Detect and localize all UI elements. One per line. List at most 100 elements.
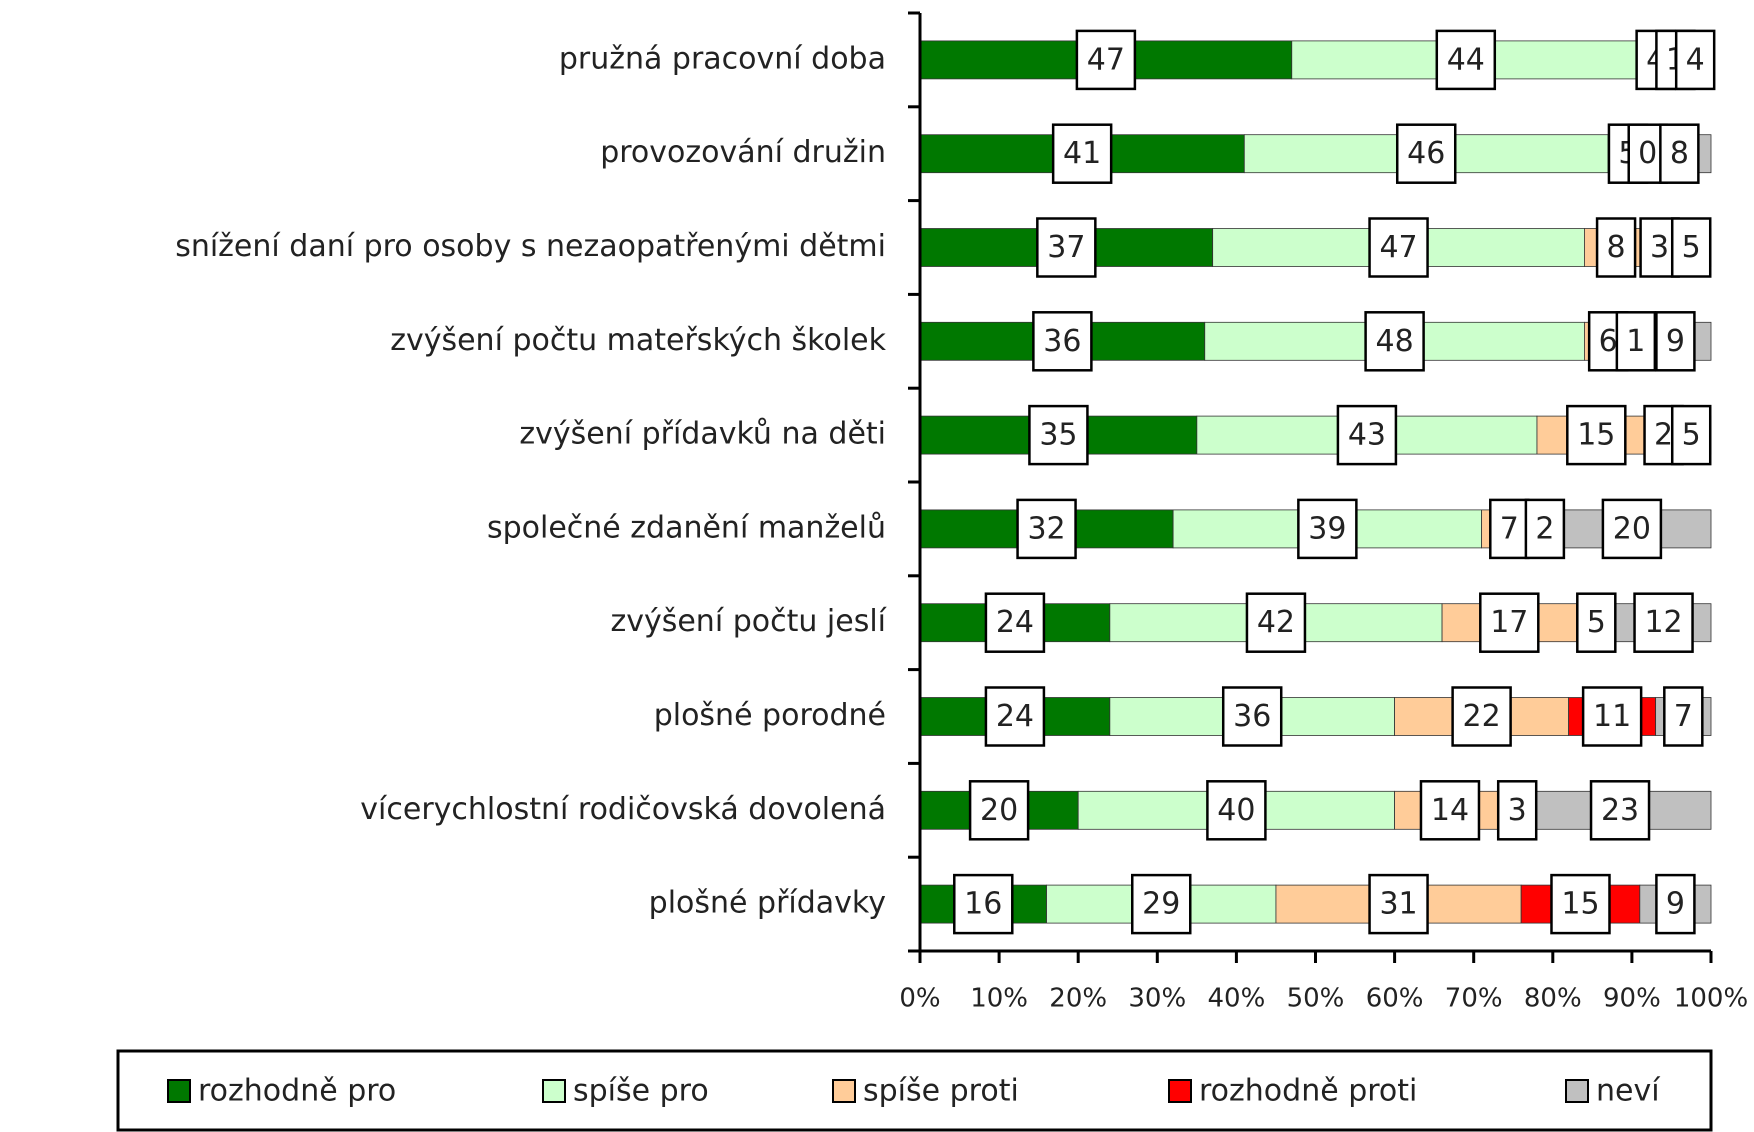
legend-box: [116, 1049, 1713, 1132]
value-label: 9: [1666, 324, 1685, 359]
value-label: 48: [1376, 324, 1414, 359]
category-label: snížení daní pro osoby s nezaopatřenými …: [175, 229, 886, 264]
x-tick-label: 20%: [1049, 984, 1107, 1014]
value-label: 8: [1607, 230, 1626, 265]
x-tick-label: 0%: [899, 984, 940, 1014]
value-label-box: [1581, 686, 1643, 747]
value-label-box: [1016, 498, 1077, 560]
value-label: 9: [1666, 887, 1685, 922]
value-label-box: [1670, 404, 1712, 466]
value-label-box: [1028, 404, 1089, 466]
value-label: 47: [1087, 42, 1125, 77]
value-label: 2: [1535, 511, 1554, 546]
value-label: 42: [1257, 605, 1295, 640]
value-label-box: [984, 592, 1046, 653]
value-label-box: [1633, 592, 1694, 653]
legend-swatch: [832, 1079, 856, 1103]
value-label-box: [984, 686, 1046, 747]
category-label: zvýšení počtu mateřských školek: [390, 323, 886, 358]
value-label-box: [953, 873, 1014, 935]
value-label: 14: [1431, 793, 1469, 828]
value-label-box: [1245, 592, 1307, 653]
legend-label: rozhodně proti: [1199, 1074, 1417, 1109]
value-label: 16: [964, 887, 1002, 922]
legend-swatch: [1565, 1079, 1589, 1103]
value-label-box: [1655, 311, 1696, 372]
value-label: 35: [1039, 418, 1077, 453]
value-label: 36: [1043, 324, 1081, 359]
value-label-box: [1419, 780, 1481, 841]
category-label: zvýšení počtu jeslí: [610, 604, 887, 639]
value-label-box: [1655, 873, 1696, 935]
value-label: 47: [1379, 230, 1417, 265]
value-label: 17: [1490, 605, 1528, 640]
value-label-box: [1663, 686, 1704, 747]
legend-swatch: [1168, 1079, 1192, 1103]
value-label: 11: [1593, 699, 1631, 734]
value-label-box: [1674, 29, 1716, 91]
value-label: 1: [1626, 324, 1645, 359]
value-label-box: [1364, 311, 1425, 372]
value-label-box: [1206, 780, 1267, 841]
category-label: vícerychlostní rodičovská dovolená: [360, 792, 886, 827]
value-label: 5: [1682, 418, 1701, 453]
value-label: 3: [1508, 793, 1527, 828]
value-label-box: [1395, 123, 1457, 184]
value-label-box: [1368, 873, 1429, 935]
legend-swatch: [167, 1079, 191, 1103]
x-tick-label: 90%: [1603, 984, 1661, 1014]
value-label: 5: [1682, 230, 1701, 265]
category-label: plošné porodné: [654, 698, 886, 733]
value-label: 36: [1233, 699, 1271, 734]
value-label-box: [1576, 592, 1617, 653]
value-label-box: [1221, 686, 1283, 747]
value-label: 6: [1599, 324, 1618, 359]
value-label: 0: [1638, 136, 1657, 171]
value-label: 22: [1463, 699, 1501, 734]
value-label-box: [1297, 498, 1358, 560]
value-label-box: [1659, 123, 1700, 184]
category-label: provozování družin: [600, 135, 886, 170]
value-label: 5: [1587, 605, 1606, 640]
value-label: 3: [1650, 230, 1669, 265]
category-label: společné zdanění manželů: [487, 510, 886, 545]
value-label: 37: [1047, 230, 1085, 265]
value-label: 15: [1577, 418, 1615, 453]
value-label: 32: [1027, 511, 1065, 546]
x-tick-label: 100%: [1674, 984, 1748, 1014]
category-label: plošné přídavky: [649, 886, 886, 921]
x-tick-label: 80%: [1524, 984, 1582, 1014]
value-label-box: [1589, 780, 1651, 841]
legend-label: neví: [1596, 1074, 1661, 1109]
value-label-box: [1075, 29, 1137, 91]
value-label-box: [1451, 686, 1512, 747]
legend-label: spíše proti: [863, 1074, 1019, 1109]
legend-label: spíše pro: [573, 1074, 709, 1109]
value-label-box: [1566, 404, 1627, 466]
value-label: 24: [996, 699, 1034, 734]
value-label-box: [968, 780, 1030, 841]
value-label-box: [1051, 123, 1113, 184]
value-label-box: [1336, 404, 1398, 466]
legend-swatch: [542, 1079, 566, 1103]
legend-label: rozhodně pro: [198, 1074, 396, 1109]
value-label: 23: [1601, 793, 1639, 828]
value-label: 41: [1063, 136, 1101, 171]
value-label: 46: [1407, 136, 1445, 171]
value-label-box: [1524, 498, 1566, 560]
value-label-box: [1032, 311, 1093, 372]
value-label: 8: [1670, 136, 1689, 171]
x-tick-label: 30%: [1128, 984, 1186, 1014]
value-label-box: [1550, 873, 1611, 935]
category-label: zvýšení přídavků na děti: [519, 417, 886, 452]
value-label: 2: [1654, 418, 1673, 453]
value-label: 15: [1561, 887, 1599, 922]
x-tick-label: 70%: [1445, 984, 1503, 1014]
category-label: pružná pracovní doba: [559, 41, 886, 76]
value-label: 7: [1674, 699, 1693, 734]
value-label-box: [1368, 217, 1429, 278]
x-tick-label: 60%: [1366, 984, 1424, 1014]
value-label-box: [1131, 873, 1192, 935]
value-label: 43: [1348, 418, 1386, 453]
